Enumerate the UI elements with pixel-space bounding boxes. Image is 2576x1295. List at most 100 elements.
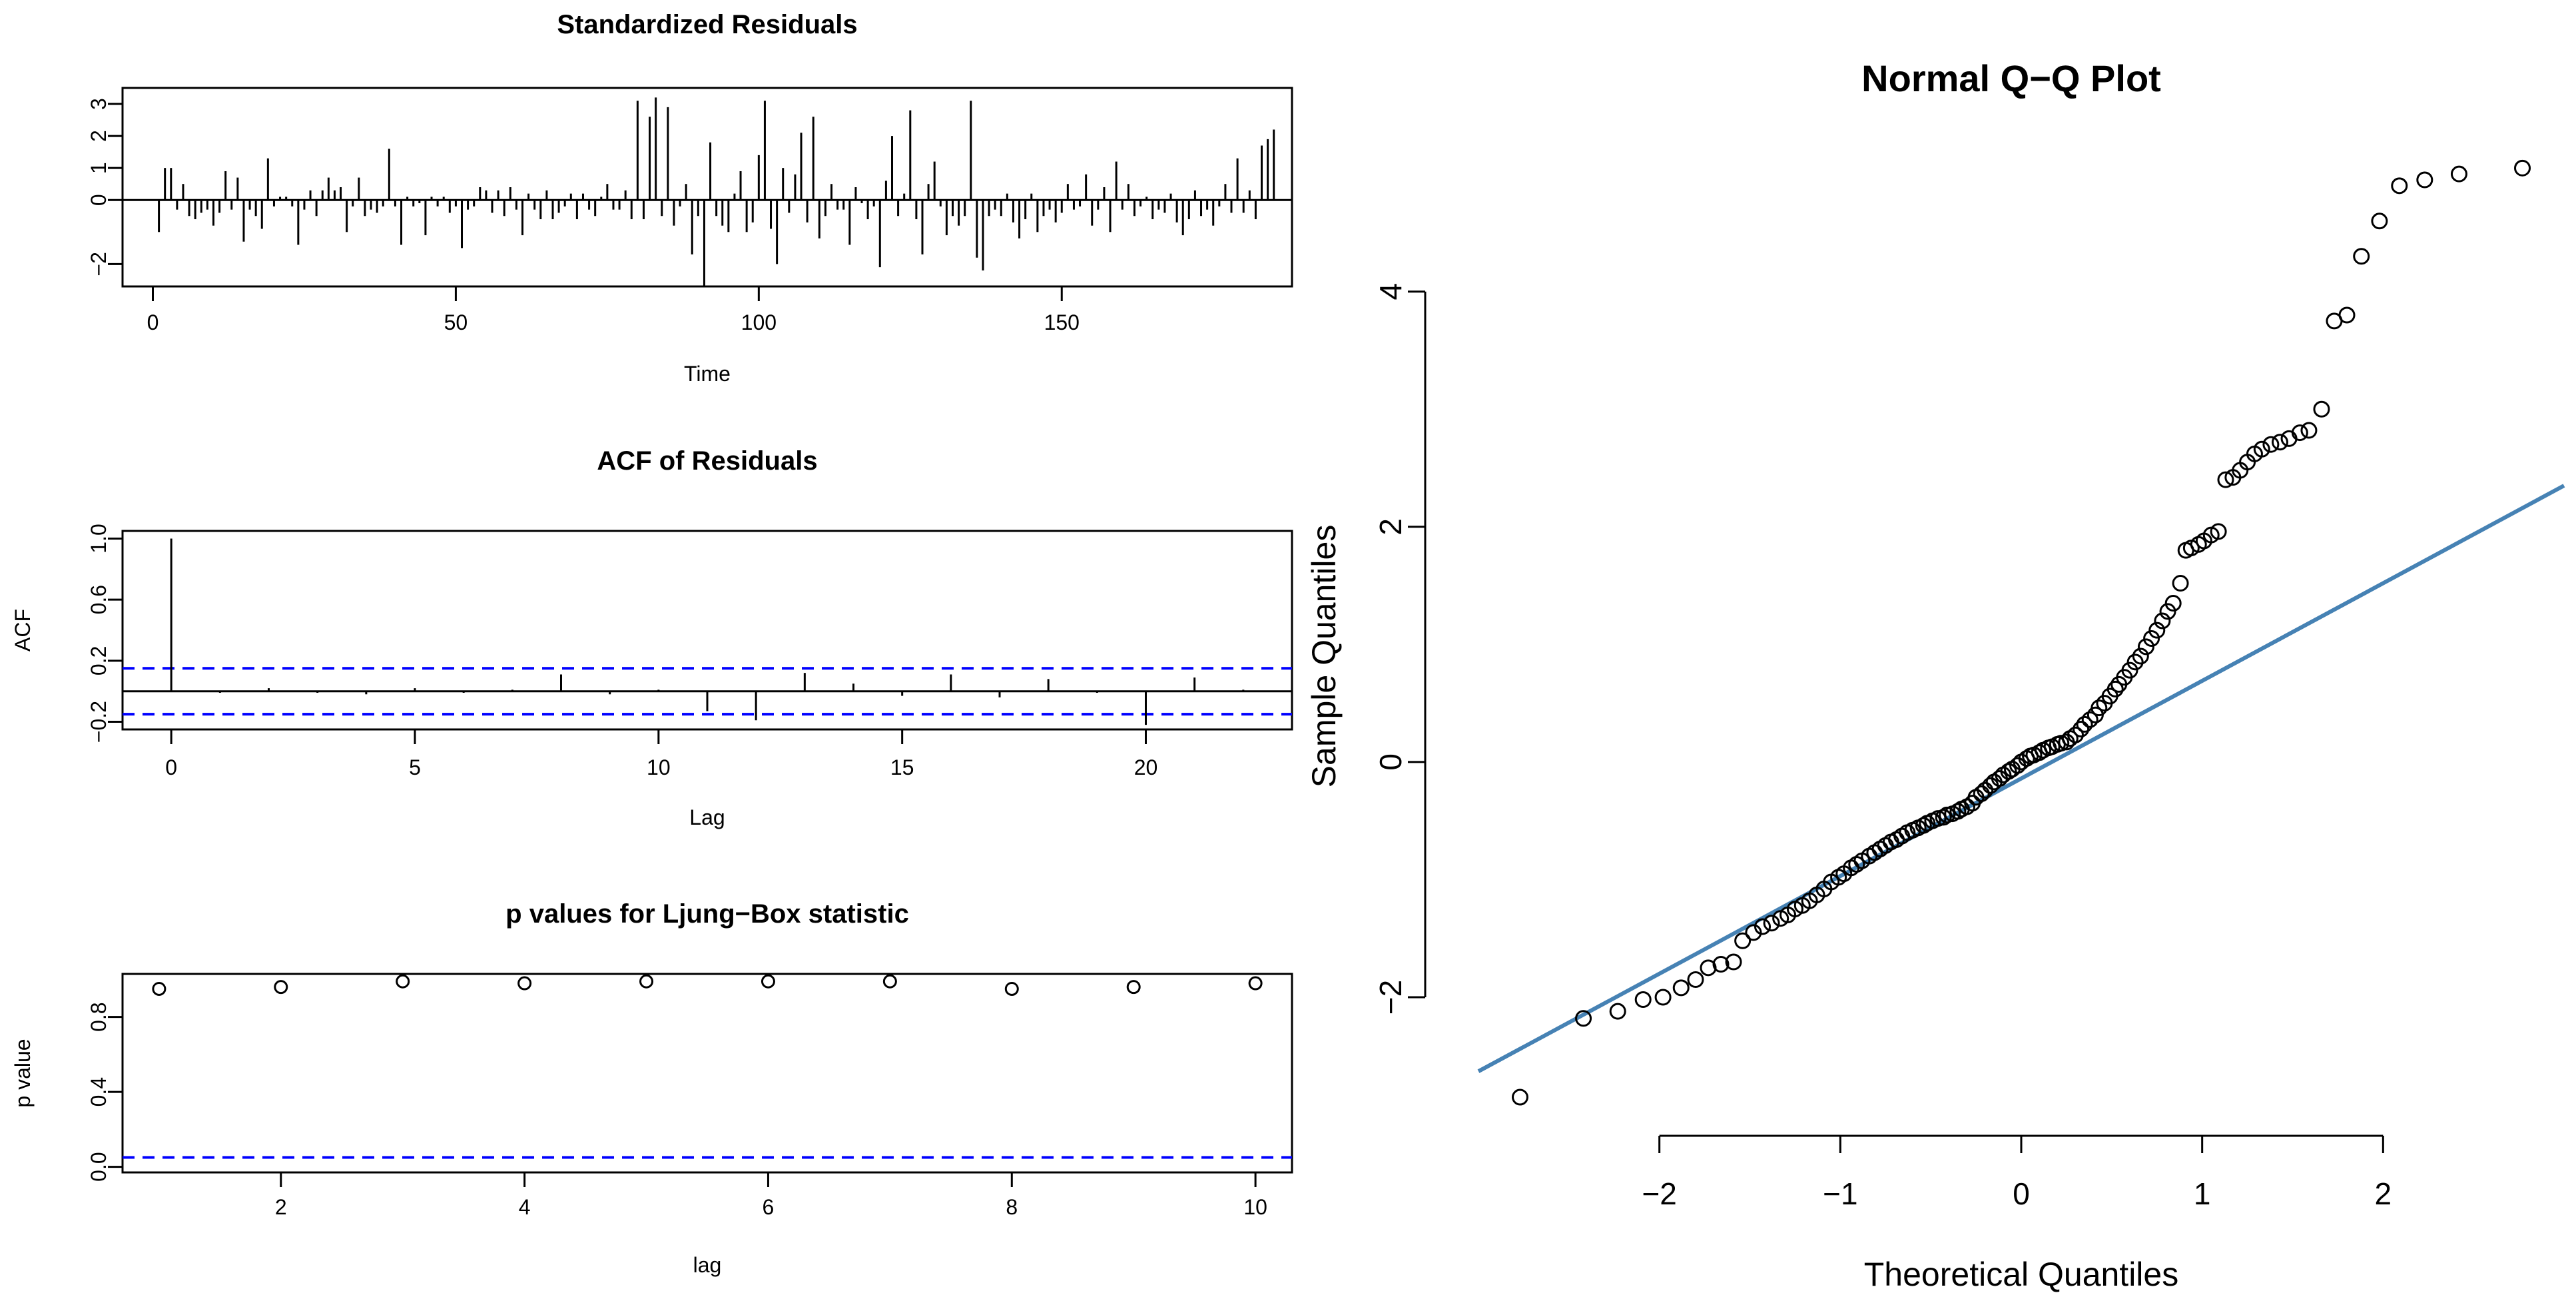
qq-point — [2132, 648, 2149, 665]
qq-point — [1935, 809, 1952, 826]
qq-point — [1634, 991, 1652, 1009]
ljung-box-ytick-label: 0.8 — [87, 1002, 111, 1031]
acf-xtick-label: 10 — [647, 755, 671, 779]
qq-ylabel: Sample Quantiles — [1305, 525, 1343, 788]
qq-point — [2338, 306, 2356, 324]
qq-point — [1977, 781, 1994, 799]
acf-ytick-label: 1.0 — [87, 524, 111, 553]
ljung-box-point — [1126, 980, 1141, 995]
qq-point — [2137, 638, 2154, 655]
qq-point — [2450, 165, 2467, 183]
ljung-box-point — [517, 976, 532, 991]
acf-xtick-label: 20 — [1134, 755, 1158, 779]
residuals-xtick-label: 150 — [1044, 310, 1080, 334]
acf-xlabel: Lag — [689, 805, 725, 829]
qq-point — [2371, 213, 2388, 230]
qq-reference-line — [1477, 484, 2565, 1073]
ljung-box-title: p values for Ljung−Box statistic — [505, 899, 909, 929]
qq-point — [2121, 661, 2138, 679]
qq-point — [1745, 924, 1762, 941]
qq-point — [2391, 177, 2408, 195]
qq-title: Normal Q−Q Plot — [1861, 57, 2161, 99]
ljung-box-ytick-label: 0.4 — [87, 1077, 111, 1106]
qq-point — [2313, 400, 2330, 418]
residuals-ytick-label: 1 — [87, 162, 111, 174]
qq-point — [2000, 763, 2017, 780]
qq-point — [2217, 471, 2234, 488]
qq-point — [2253, 440, 2270, 458]
residuals-xlabel: Time — [684, 362, 731, 386]
acf-ytick-label: 0.6 — [87, 585, 111, 614]
ljung-box-point — [882, 974, 897, 989]
acf-title: ACF of Residuals — [597, 446, 817, 476]
acf-frame — [121, 530, 1293, 731]
qq-point — [1725, 953, 1742, 971]
qq-point — [1734, 932, 1752, 949]
qq-point — [1575, 1010, 1592, 1027]
ljung-box-point — [274, 980, 288, 995]
qq-point — [1949, 803, 1967, 820]
ljung-box-frame — [121, 973, 1293, 1174]
qq-xtick-label: 1 — [2194, 1176, 2211, 1211]
qq-point — [2416, 171, 2433, 189]
residuals-frame — [121, 87, 1293, 288]
qq-point — [1672, 979, 1690, 997]
residuals-title: Standardized Residuals — [557, 10, 857, 39]
qq-point — [1763, 915, 1780, 932]
qq-point — [1754, 918, 1771, 935]
ljung-box-xtick-label: 2 — [275, 1195, 287, 1219]
qq-point — [2076, 715, 2093, 733]
qq-point — [2353, 248, 2370, 265]
residuals-xtick-label: 100 — [741, 310, 777, 334]
qq-point — [2210, 523, 2227, 540]
qq-point — [1973, 785, 1990, 803]
ljung-box-point — [396, 974, 410, 989]
qq-xtick-label: 0 — [2013, 1176, 2030, 1211]
acf-xtick-label: 5 — [409, 755, 421, 779]
qq-ytick-label: 4 — [1373, 283, 1408, 300]
qq-point — [2091, 699, 2108, 717]
qq-point — [2164, 595, 2182, 612]
qq-point — [2073, 720, 2090, 737]
ljung-box-xtick-label: 4 — [519, 1195, 531, 1219]
qq-xlabel: Theoretical Quantiles — [1864, 1256, 2178, 1293]
residuals-ytick-label: 2 — [87, 130, 111, 142]
acf-ylabel: ACF — [11, 609, 35, 651]
ljung-box-point — [639, 974, 654, 989]
qq-xtick-label: 2 — [2375, 1176, 2392, 1211]
qq-point — [2159, 603, 2176, 620]
ljung-box-point — [152, 981, 166, 996]
qq-point — [2154, 612, 2171, 630]
ljung-box-xtick-label: 8 — [1006, 1195, 1018, 1219]
qq-point — [1687, 971, 1704, 988]
acf-ytick-label: 0.2 — [87, 646, 111, 675]
qq-ytick-label: −2 — [1373, 980, 1408, 1015]
ljung-box-ylabel: p value — [11, 1039, 35, 1107]
residuals-ytick-label: 0 — [87, 194, 111, 206]
qq-point — [1654, 989, 1672, 1006]
acf-ytick-label: −0.2 — [87, 701, 111, 743]
qq-point — [1915, 817, 1932, 834]
qq-point — [2148, 622, 2166, 639]
ljung-box-ytick-label: 0.0 — [87, 1152, 111, 1181]
qq-point — [2271, 434, 2288, 451]
qq-point — [2143, 630, 2160, 648]
qq-point — [2081, 711, 2098, 728]
ljung-box-point — [761, 974, 775, 989]
qq-point — [1511, 1088, 1528, 1106]
qq-ytick-label: 0 — [1373, 753, 1408, 771]
residuals-ytick-label: 3 — [87, 98, 111, 110]
qq-point — [2300, 422, 2318, 439]
qq-point — [2262, 436, 2280, 453]
qq-point — [1609, 1003, 1626, 1020]
ljung-box-point — [1248, 976, 1263, 991]
qq-point — [2514, 159, 2531, 177]
qq-point — [2106, 680, 2124, 697]
qq-xtick-label: −1 — [1823, 1176, 1857, 1211]
qq-xtick-label: −2 — [1642, 1176, 1676, 1211]
qq-ytick-label: 2 — [1373, 518, 1408, 536]
acf-xtick-label: 0 — [165, 755, 177, 779]
ljung-box-xtick-label: 6 — [763, 1195, 775, 1219]
qq-point — [2126, 653, 2144, 671]
